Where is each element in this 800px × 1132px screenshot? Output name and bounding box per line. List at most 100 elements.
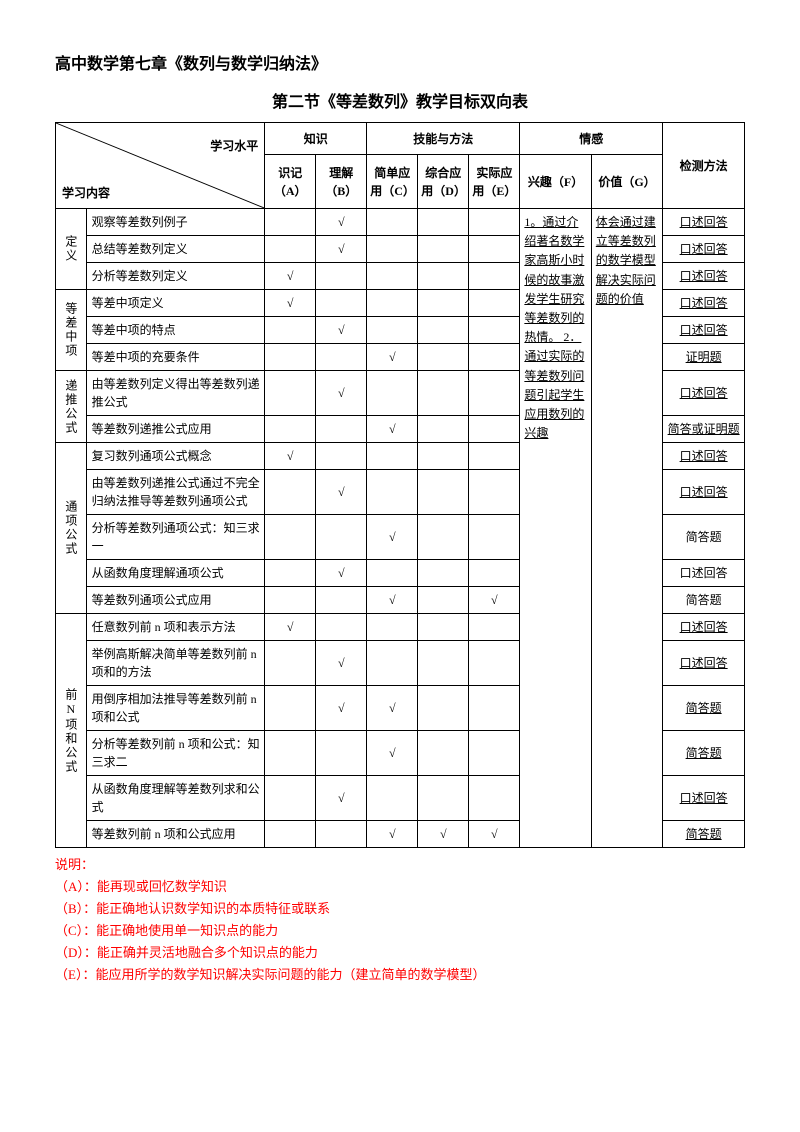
- group-emotion: 情感: [520, 123, 663, 155]
- method-cell: 简答题: [663, 731, 745, 776]
- cell: [469, 515, 520, 560]
- group-skill: 技能与方法: [367, 123, 520, 155]
- section-recursion: 递推公式: [56, 371, 87, 443]
- header-method: 检测方法: [663, 123, 745, 209]
- cell: [469, 416, 520, 443]
- cell: √: [367, 344, 418, 371]
- header-C: 简单应用（C）: [367, 155, 418, 209]
- header-level: 学习水平: [210, 137, 258, 155]
- cell: [469, 641, 520, 686]
- cell: [367, 290, 418, 317]
- value-column: 体会通过建立等差数列的数学模型解决实际问题的价值: [591, 209, 662, 848]
- section-definition: 定义: [56, 209, 87, 290]
- header-E: 实际应用（E）: [469, 155, 520, 209]
- method-cell: 口述回答: [663, 236, 745, 263]
- cell: [316, 263, 367, 290]
- cell: [418, 515, 469, 560]
- cell: √: [316, 236, 367, 263]
- cell: [469, 317, 520, 344]
- row-label: 总结等差数列定义: [86, 236, 265, 263]
- cell: [367, 236, 418, 263]
- note-a: （A）：能再现或回忆数学知识: [55, 876, 745, 898]
- method-cell: 简答题: [663, 686, 745, 731]
- cell: √: [316, 470, 367, 515]
- cell: √: [265, 614, 316, 641]
- method-cell: 口述回答: [663, 776, 745, 821]
- header-content: 学习内容: [62, 184, 110, 202]
- cell: [418, 560, 469, 587]
- note-d: （D）：能正确并灵活地融合多个知识点的能力: [55, 942, 745, 964]
- cell: √: [367, 587, 418, 614]
- method-cell: 口述回答: [663, 641, 745, 686]
- cell: [265, 209, 316, 236]
- cell: [418, 641, 469, 686]
- header-B: 理解（B）: [316, 155, 367, 209]
- cell: [265, 236, 316, 263]
- cell: [367, 641, 418, 686]
- cell: √: [316, 317, 367, 344]
- method-cell: 证明题: [663, 344, 745, 371]
- method-cell: 口述回答: [663, 317, 745, 344]
- row-label: 由等差数列定义得出等差数列递推公式: [86, 371, 265, 416]
- cell: [316, 821, 367, 848]
- cell: [265, 470, 316, 515]
- cell: [469, 236, 520, 263]
- cell: [469, 731, 520, 776]
- cell: [367, 560, 418, 587]
- row-label: 等差中项的特点: [86, 317, 265, 344]
- cell: √: [316, 641, 367, 686]
- cell: [265, 317, 316, 344]
- cell: [265, 587, 316, 614]
- note-c: （C）：能正确地使用单一知识点的能力: [55, 920, 745, 942]
- method-cell: 简答题: [663, 587, 745, 614]
- cell: [265, 776, 316, 821]
- cell: [418, 443, 469, 470]
- cell: [367, 209, 418, 236]
- cell: [316, 587, 367, 614]
- row-label: 分析等差数列定义: [86, 263, 265, 290]
- cell: [418, 686, 469, 731]
- cell: √: [265, 263, 316, 290]
- cell: [265, 560, 316, 587]
- cell: [265, 344, 316, 371]
- cell: [469, 470, 520, 515]
- cell: [316, 416, 367, 443]
- cell: [265, 686, 316, 731]
- cell: [316, 515, 367, 560]
- cell: √: [367, 686, 418, 731]
- cell: [418, 416, 469, 443]
- cell: [469, 776, 520, 821]
- cell: [316, 614, 367, 641]
- interest-column: 1。通过介绍著名数学家高斯小时候的故事激发学生研究等差数列的热情。 2．通过实际…: [520, 209, 591, 848]
- row-label: 等差数列前 n 项和公式应用: [86, 821, 265, 848]
- cell: [367, 263, 418, 290]
- method-cell: 口述回答: [663, 371, 745, 416]
- cell: [469, 263, 520, 290]
- cell: [418, 371, 469, 416]
- cell: √: [367, 821, 418, 848]
- row-label: 用倒序相加法推导等差数列前 n 项和公式: [86, 686, 265, 731]
- row-label: 等差中项的充要条件: [86, 344, 265, 371]
- cell: [265, 515, 316, 560]
- notes: 说明： （A）：能再现或回忆数学知识 （B）：能正确地认识数学知识的本质特征或联…: [55, 854, 745, 987]
- method-cell: 口述回答: [663, 209, 745, 236]
- cell: √: [316, 371, 367, 416]
- cell: [367, 317, 418, 344]
- row-label: 举例高斯解决简单等差数列前 n 项和的方法: [86, 641, 265, 686]
- section-sum: 前N项和公式: [56, 614, 87, 848]
- cell: √: [469, 821, 520, 848]
- cell: [367, 776, 418, 821]
- cell: [265, 731, 316, 776]
- cell: [265, 821, 316, 848]
- cell: [469, 371, 520, 416]
- cell: [265, 416, 316, 443]
- cell: [418, 209, 469, 236]
- notes-heading: 说明：: [55, 854, 745, 876]
- section-term: 等差中项: [56, 290, 87, 371]
- row-label: 从函数角度理解通项公式: [86, 560, 265, 587]
- objective-table: 学习水平 学习内容 知识 技能与方法 情感 检测方法 识记（A） 理解（B） 简…: [55, 122, 745, 848]
- cell: [418, 470, 469, 515]
- cell: [469, 344, 520, 371]
- cell: [316, 344, 367, 371]
- cell: [367, 371, 418, 416]
